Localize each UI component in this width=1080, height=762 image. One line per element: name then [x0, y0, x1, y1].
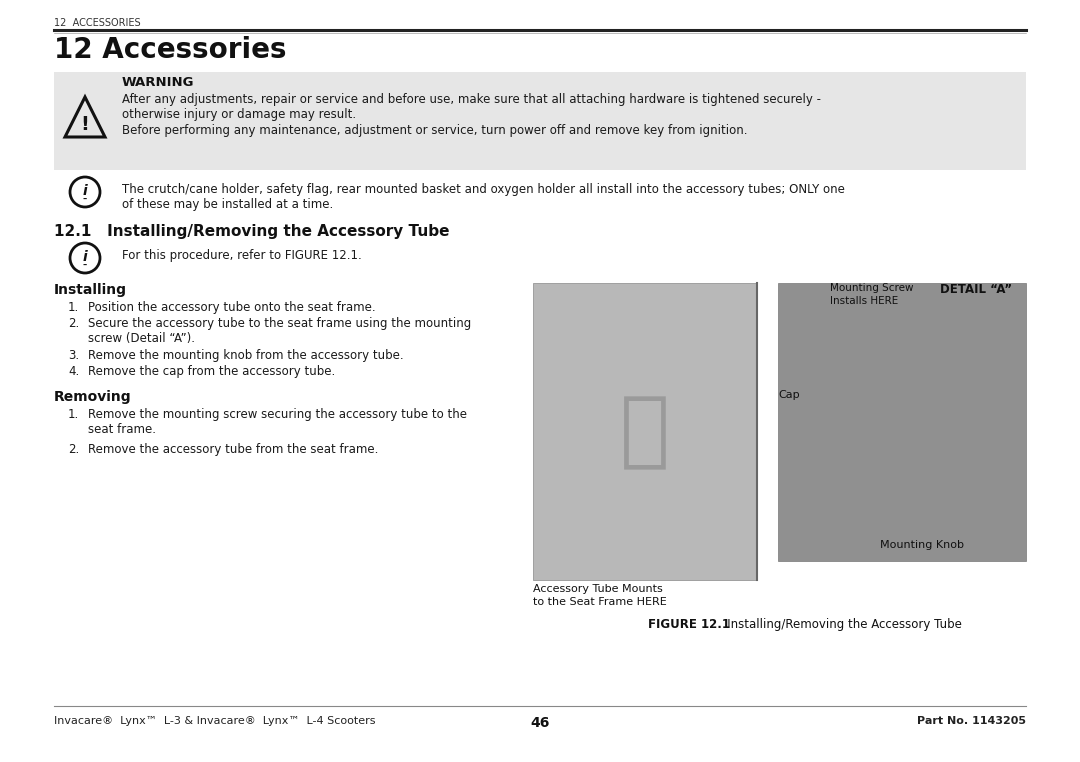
- Text: Cap: Cap: [778, 390, 799, 400]
- Text: 12.1   Installing/Removing the Accessory Tube: 12.1 Installing/Removing the Accessory T…: [54, 224, 449, 239]
- Text: WARNING: WARNING: [122, 76, 194, 89]
- Text: –: –: [83, 261, 87, 270]
- Text: Secure the accessory tube to the seat frame using the mounting: Secure the accessory tube to the seat fr…: [87, 317, 471, 330]
- Text: !: !: [81, 114, 90, 133]
- Text: otherwise injury or damage may result.: otherwise injury or damage may result.: [122, 108, 356, 121]
- Text: Accessory Tube Mounts: Accessory Tube Mounts: [534, 584, 663, 594]
- Text: Installing/Removing the Accessory Tube: Installing/Removing the Accessory Tube: [716, 618, 962, 631]
- FancyBboxPatch shape: [54, 72, 1026, 170]
- Text: 2.: 2.: [68, 317, 79, 330]
- Text: seat frame.: seat frame.: [87, 423, 156, 436]
- Text: 4.: 4.: [68, 365, 79, 378]
- Text: DETAIL “A”: DETAIL “A”: [940, 283, 1012, 296]
- Text: Installing: Installing: [54, 283, 127, 297]
- FancyBboxPatch shape: [778, 283, 1026, 561]
- Text: Part No. 1143205: Part No. 1143205: [917, 716, 1026, 726]
- Text: screw (Detail “A”).: screw (Detail “A”).: [87, 332, 195, 345]
- Text: 3.: 3.: [68, 349, 79, 362]
- Text: –: –: [83, 194, 87, 203]
- Text: 🛵: 🛵: [620, 391, 670, 472]
- Text: Installs HERE: Installs HERE: [831, 296, 899, 306]
- Text: 12 Accessories: 12 Accessories: [54, 36, 286, 64]
- Text: 46: 46: [530, 716, 550, 730]
- Text: Remove the accessory tube from the seat frame.: Remove the accessory tube from the seat …: [87, 443, 378, 456]
- Text: 1.: 1.: [68, 301, 79, 314]
- Text: Remove the cap from the accessory tube.: Remove the cap from the accessory tube.: [87, 365, 335, 378]
- Text: For this procedure, refer to FIGURE 12.1.: For this procedure, refer to FIGURE 12.1…: [122, 249, 362, 262]
- Text: Removing: Removing: [54, 390, 132, 404]
- Text: Mounting Screw: Mounting Screw: [831, 283, 914, 293]
- Text: After any adjustments, repair or service and before use, make sure that all atta: After any adjustments, repair or service…: [122, 93, 821, 106]
- Text: 2.: 2.: [68, 443, 79, 456]
- Text: Remove the mounting knob from the accessory tube.: Remove the mounting knob from the access…: [87, 349, 404, 362]
- Text: Position the accessory tube onto the seat frame.: Position the accessory tube onto the sea…: [87, 301, 376, 314]
- Text: i: i: [83, 250, 87, 264]
- Text: The crutch/cane holder, safety flag, rear mounted basket and oxygen holder all i: The crutch/cane holder, safety flag, rea…: [122, 183, 845, 196]
- Text: 12  ACCESSORIES: 12 ACCESSORIES: [54, 18, 140, 28]
- Text: Invacare®  Lynx™  L-3 & Invacare®  Lynx™  L-4 Scooters: Invacare® Lynx™ L-3 & Invacare® Lynx™ L-…: [54, 716, 376, 726]
- Text: to the Seat Frame HERE: to the Seat Frame HERE: [534, 597, 666, 607]
- Text: of these may be installed at a time.: of these may be installed at a time.: [122, 198, 334, 211]
- Text: i: i: [83, 184, 87, 198]
- Text: FIGURE 12.1: FIGURE 12.1: [648, 618, 730, 631]
- FancyBboxPatch shape: [534, 283, 757, 580]
- Text: Mounting Knob: Mounting Knob: [880, 540, 964, 550]
- Text: Remove the mounting screw securing the accessory tube to the: Remove the mounting screw securing the a…: [87, 408, 467, 421]
- Text: Before performing any maintenance, adjustment or service, turn power off and rem: Before performing any maintenance, adjus…: [122, 124, 747, 137]
- Text: 1.: 1.: [68, 408, 79, 421]
